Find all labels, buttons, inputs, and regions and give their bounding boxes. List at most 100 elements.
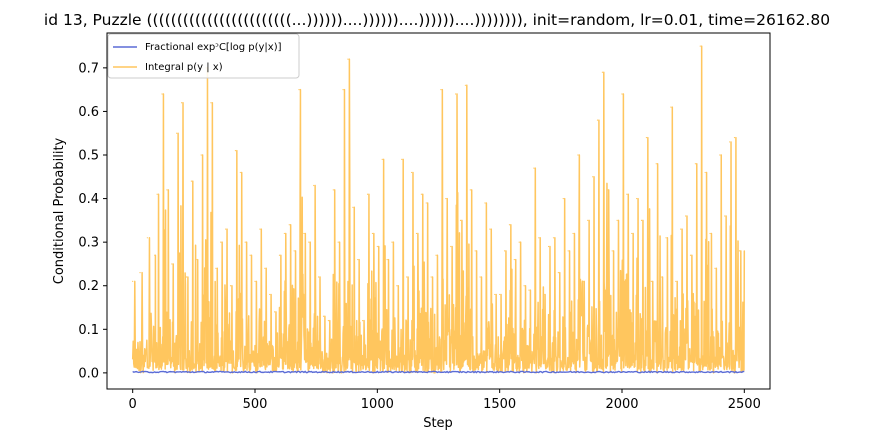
x-axis-ticks: 0 500 1000 1500 2000 2500: [129, 389, 761, 412]
integral-data-point: [567, 250, 569, 252]
integral-data-point: [616, 219, 618, 221]
integral-data-point: [264, 267, 266, 269]
y-tick-label: 0.5: [78, 149, 99, 164]
integral-data-point: [689, 254, 692, 256]
integral-data-point: [494, 293, 496, 296]
integral-data-point: [479, 276, 481, 278]
integral-data-point: [229, 285, 232, 287]
integral-data-point: [538, 237, 540, 239]
integral-data-point: [225, 228, 227, 230]
integral-data-point: [455, 93, 457, 95]
integral-data-point: [166, 189, 168, 191]
integral-data-point: [146, 237, 148, 239]
y-tick-label: 0.0: [78, 366, 99, 381]
integral-data-point: [273, 311, 276, 313]
integral-data-point: [342, 89, 344, 91]
integral-data-point: [601, 71, 604, 73]
y-tick-label: 0.6: [78, 105, 99, 120]
integral-data-point: [132, 280, 134, 282]
y-tick-label: 0.7: [78, 61, 99, 76]
integral-data-point: [469, 189, 471, 191]
integral-data-point: [484, 202, 486, 204]
y-tick-label: 0.2: [78, 279, 99, 294]
integral-data-point: [743, 250, 745, 252]
integral-data-point: [489, 228, 491, 230]
integral-data-point: [293, 250, 295, 252]
integral-data-point: [249, 254, 251, 256]
x-axis-label: Step: [423, 416, 453, 431]
integral-data-point: [269, 293, 271, 296]
integral-data-point: [322, 315, 325, 317]
integral-data-point: [190, 180, 193, 182]
integral-data-point: [430, 276, 432, 278]
integral-data-point: [318, 276, 320, 278]
integral-data-point: [386, 258, 388, 261]
integral-data-point: [298, 89, 300, 91]
integral-data-point: [181, 102, 183, 104]
integral-data-point: [499, 293, 501, 296]
integral-data-point: [587, 219, 589, 221]
legend: Fractional expᵓC[log p(y|x)] Integral p(…: [107, 33, 300, 79]
integral-data-point: [425, 202, 427, 204]
x-tick-label: 500: [243, 397, 268, 412]
integral-data-point: [724, 215, 726, 217]
integral-data-point: [391, 241, 393, 243]
integral-data-point: [357, 258, 359, 261]
integral-data-point: [572, 232, 574, 235]
integral-data-point: [650, 280, 652, 282]
integral-data-point: [621, 93, 623, 95]
integral-data-point: [366, 193, 369, 195]
y-tick-label: 0.4: [78, 192, 99, 207]
integral-data-point: [670, 106, 672, 108]
integral-data-point: [308, 241, 310, 243]
integral-data-point: [557, 272, 559, 274]
integral-data-point: [244, 241, 246, 243]
integral-data-point: [220, 241, 222, 243]
integral-data-point: [675, 280, 677, 282]
integral-data-point: [445, 197, 447, 200]
integral-data-point: [611, 250, 613, 252]
integral-data-point: [313, 184, 315, 187]
integral-data-point: [655, 163, 657, 165]
integral-data-point: [709, 232, 711, 235]
integral-data-point: [161, 93, 163, 95]
integral-data-point: [200, 154, 202, 156]
integral-data-point: [631, 232, 633, 235]
integral-data-point: [459, 219, 462, 221]
integral-data-point: [332, 189, 334, 191]
integral-data-point: [450, 245, 452, 248]
integral-data-point: [464, 84, 467, 86]
integral-data-point: [694, 163, 696, 165]
integral-data-point: [376, 245, 378, 248]
integral-data-point: [139, 272, 141, 274]
integral-data-point: [278, 254, 281, 256]
integral-data-point: [547, 245, 550, 248]
integral-data-point: [406, 276, 408, 278]
integral-data-point: [660, 276, 662, 278]
x-tick-label: 0: [129, 397, 137, 412]
x-tick-label: 1000: [361, 397, 394, 412]
integral-data-point: [215, 267, 217, 269]
integral-data-point: [552, 237, 555, 239]
integral-data-point: [729, 141, 731, 143]
integral-data-point: [738, 250, 741, 252]
integral-data-point: [401, 158, 403, 160]
integral-data-point: [508, 224, 511, 226]
integral-data-point: [704, 171, 706, 174]
integral-data-point: [719, 154, 721, 156]
integral-data-point: [410, 171, 413, 174]
integral-data-point: [596, 119, 599, 121]
integral-data-point: [562, 197, 564, 200]
x-tick-label: 2500: [728, 397, 761, 412]
integral-data-point: [303, 232, 305, 235]
integral-data-point: [288, 224, 290, 226]
integral-data-point: [254, 280, 256, 282]
integral-data-point: [699, 45, 701, 47]
integral-data-point: [733, 136, 736, 139]
chart-title: id 13, Puzzle ((((((((((((((((((((((((..…: [44, 11, 830, 29]
integral-data-point: [239, 171, 241, 174]
integral-data-point: [371, 232, 374, 235]
integral-data-point: [420, 193, 422, 195]
x-tick-label: 1500: [483, 397, 516, 412]
y-axis-ticks: 0.0 0.1 0.2 0.3 0.4 0.5 0.6 0.7: [78, 61, 107, 381]
